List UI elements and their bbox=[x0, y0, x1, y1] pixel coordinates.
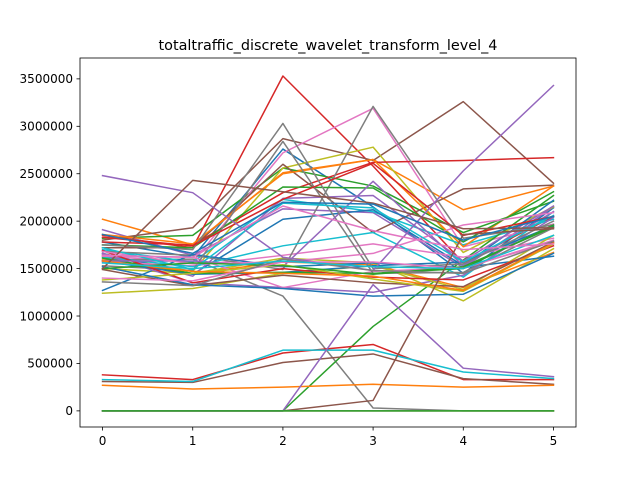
x-tick-label-0: 0 bbox=[99, 434, 107, 448]
series-line-29 bbox=[101, 349, 555, 383]
series-line-37 bbox=[101, 122, 555, 270]
series-line-41 bbox=[101, 241, 555, 292]
x-axis: 0 1 2 3 4 5 bbox=[99, 427, 558, 448]
series-line-39 bbox=[101, 202, 555, 271]
y-tick-label-5: 2500000 bbox=[20, 167, 73, 181]
y-tick-label-2: 1000000 bbox=[20, 309, 73, 323]
series-line-47 bbox=[101, 240, 555, 287]
series-line-38 bbox=[101, 242, 555, 293]
series-line-49 bbox=[101, 234, 555, 270]
series-line-25 bbox=[101, 353, 555, 386]
series-line-54 bbox=[101, 201, 555, 255]
series-line-36 bbox=[101, 211, 555, 265]
series-line-35 bbox=[101, 241, 555, 288]
series-line-8 bbox=[101, 146, 555, 273]
y-tick-label-1: 500000 bbox=[27, 357, 73, 371]
series-line-45 bbox=[101, 179, 555, 270]
series-line-40 bbox=[101, 252, 555, 297]
series-line-43 bbox=[101, 162, 555, 247]
y-tick-label-4: 2000000 bbox=[20, 214, 73, 228]
series-line-5 bbox=[101, 100, 555, 241]
x-tick-label-5: 5 bbox=[550, 434, 558, 448]
x-tick-label-2: 2 bbox=[279, 434, 287, 448]
y-tick-label-7: 3500000 bbox=[20, 72, 73, 86]
y-tick-label-3: 1500000 bbox=[20, 262, 73, 276]
y-axis: 0 500000 1000000 1500000 2000000 2500000 30000… bbox=[20, 72, 80, 418]
series-line-42 bbox=[101, 225, 555, 276]
x-tick-label-1: 1 bbox=[189, 434, 197, 448]
y-tick-label-0: 0 bbox=[65, 404, 73, 418]
x-tick-label-3: 3 bbox=[369, 434, 377, 448]
series-line-31 bbox=[101, 383, 555, 390]
chart-title: totaltraffic_discrete_wavelet_transform_… bbox=[159, 38, 498, 54]
y-tick-label-6: 3000000 bbox=[20, 120, 73, 134]
series-lines bbox=[101, 75, 555, 412]
series-line-33 bbox=[101, 244, 555, 284]
series-line-51 bbox=[101, 283, 555, 412]
plot-frame bbox=[79, 57, 577, 428]
x-tick-label-4: 4 bbox=[459, 434, 467, 448]
series-line-55 bbox=[101, 205, 555, 258]
plot-area: 0 1 2 3 4 5 0 500000 1000000 1500000 2000000 25000… bbox=[20, 57, 577, 448]
